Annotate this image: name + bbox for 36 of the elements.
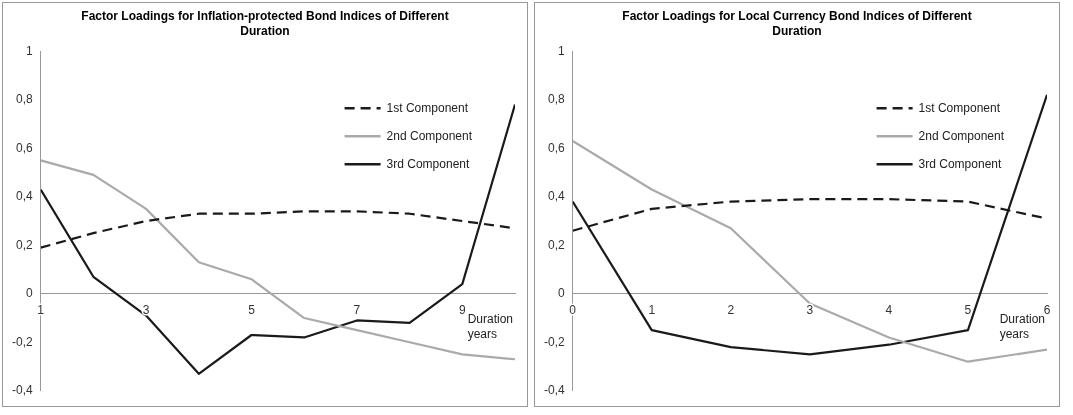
y-tick-label: 0,8 bbox=[547, 92, 565, 107]
x-tick-label: 6 bbox=[1043, 303, 1051, 318]
x-tick-label: 2 bbox=[727, 303, 735, 318]
x-tick-label: 3 bbox=[142, 303, 150, 318]
y-tick-label: 0,4 bbox=[15, 189, 33, 204]
legend-label: 2nd Component bbox=[918, 128, 1005, 143]
y-tick-label: -0,4 bbox=[11, 383, 33, 398]
x-tick-label: 5 bbox=[248, 303, 256, 318]
x-tick-label: 1 bbox=[648, 303, 656, 318]
chart-title: Factor Loadings for Inflation-protected Bond Indices of Different Duration bbox=[80, 9, 450, 40]
x-tick-label: 7 bbox=[353, 303, 361, 318]
x-tick-label: 5 bbox=[964, 303, 972, 318]
y-tick-label: 0,6 bbox=[15, 140, 33, 155]
y-tick-label: -0,2 bbox=[543, 334, 565, 349]
y-tick-label: 1 bbox=[557, 43, 565, 58]
legend-label: 3rd Component bbox=[386, 156, 470, 171]
x-tick-label: 3 bbox=[806, 303, 814, 318]
x-axis-title: Duration years bbox=[467, 312, 513, 342]
y-tick-label: -0,2 bbox=[11, 334, 33, 349]
x-axis-title: Duration years bbox=[999, 312, 1045, 342]
y-tick-label: 0 bbox=[25, 286, 33, 301]
y-tick-label: 0,2 bbox=[547, 237, 565, 252]
legend-label: 2nd Component bbox=[386, 128, 473, 143]
chart-title: Factor Loadings for Local Currency Bond Indices of Different Duration bbox=[621, 9, 973, 40]
y-tick-label: -0,4 bbox=[543, 383, 565, 398]
legend-label: 1st Component bbox=[918, 100, 1001, 115]
legend-label: 1st Component bbox=[386, 100, 469, 115]
y-tick-label: 0,4 bbox=[547, 189, 565, 204]
y-tick-label: 0 bbox=[557, 286, 565, 301]
y-tick-label: 0,6 bbox=[547, 140, 565, 155]
x-tick-label: 4 bbox=[885, 303, 893, 318]
legend-label: 3rd Component bbox=[918, 156, 1002, 171]
y-tick-label: 1 bbox=[25, 43, 33, 58]
x-tick-label: 9 bbox=[458, 303, 466, 318]
y-tick-label: 0,2 bbox=[15, 237, 33, 252]
y-tick-label: 0,8 bbox=[15, 92, 33, 107]
